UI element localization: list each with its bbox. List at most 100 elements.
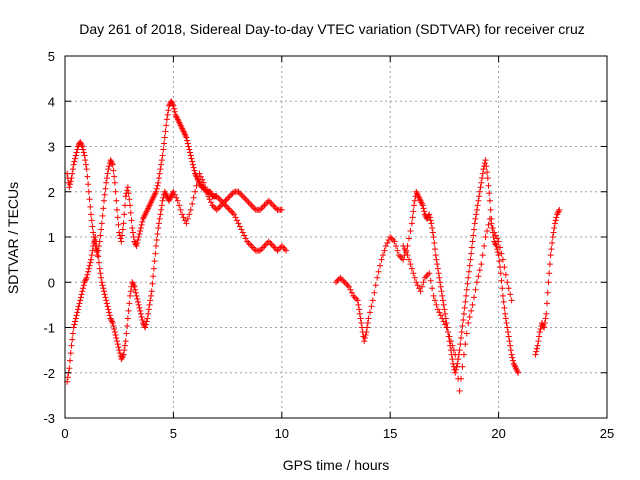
y-tick-label: 3 [48,140,55,155]
data-point [137,224,144,231]
data-point [502,310,509,317]
data-point [441,306,448,313]
data-point [137,310,144,317]
data-point [86,262,93,269]
data-point [466,262,473,269]
data-point [190,164,197,171]
data-point [75,303,82,310]
data-point [183,134,190,141]
data-point [481,243,488,250]
data-point [111,179,118,186]
data-point [121,347,128,354]
data-point [496,258,503,265]
x-tick-label: 25 [600,426,614,441]
data-point [508,351,515,358]
data-point [200,179,207,186]
data-point [549,240,556,247]
data-point [434,306,441,313]
data-point [391,238,398,245]
data-point [485,182,492,189]
data-point [93,243,100,250]
data-point [436,274,443,281]
data-point [187,152,194,159]
data-point [183,220,190,227]
data-point [173,194,180,201]
data-point [99,282,106,289]
data-points [64,98,563,394]
data-point [73,312,80,319]
data-point [123,330,130,337]
data-point [413,279,420,286]
data-point [106,163,113,170]
data-point [72,315,79,322]
data-point [471,294,478,301]
data-point [89,223,96,230]
data-point [138,313,145,320]
data-point [170,102,177,109]
data-point [82,157,89,164]
data-point [442,321,449,328]
data-point [97,270,104,277]
data-point [103,179,110,186]
data-point [356,306,363,313]
data-point [410,208,417,215]
data-point [368,303,375,310]
data-point [114,338,121,345]
data-point [119,226,126,233]
data-point [550,229,557,236]
data-point [494,249,501,256]
data-point [500,298,507,305]
data-point [142,324,149,331]
data-point [278,206,285,213]
data-point [426,270,433,277]
data-point [93,238,100,245]
data-point [534,342,541,349]
data-point [544,300,551,307]
data-point [137,307,144,314]
data-point [476,188,483,195]
data-point [401,246,408,253]
data-point [138,221,145,228]
data-point [161,140,168,147]
data-point [502,315,509,322]
data-point [428,220,435,227]
data-point [536,329,543,336]
data-point [99,212,106,219]
data-point [104,303,111,310]
data-point [535,338,542,345]
y-tick-label: 0 [48,275,55,290]
data-point [98,279,105,286]
data-point [155,220,162,227]
data-point [150,273,157,280]
data-point [549,234,556,240]
data-point [369,297,376,304]
data-point [79,143,86,150]
data-point [152,250,159,257]
data-point [101,291,108,298]
data-point [403,249,410,256]
data-point [133,292,140,299]
data-point [85,268,92,275]
data-point [73,149,80,156]
data-point [482,157,489,164]
data-point [430,234,437,240]
series-5 [532,206,563,358]
data-point [492,232,499,239]
data-point [83,274,90,281]
data-point [365,315,372,322]
data-point [507,342,514,349]
data-point [77,297,84,304]
data-point [429,224,436,231]
data-point [541,324,548,331]
data-point [359,324,366,331]
data-point [196,170,203,177]
y-tick-label: -3 [43,411,55,426]
data-point [153,243,160,250]
data-point [426,211,433,218]
data-point [421,208,428,215]
data-point [498,250,505,257]
data-point [553,214,560,221]
data-point [499,256,506,263]
data-point [488,220,495,227]
